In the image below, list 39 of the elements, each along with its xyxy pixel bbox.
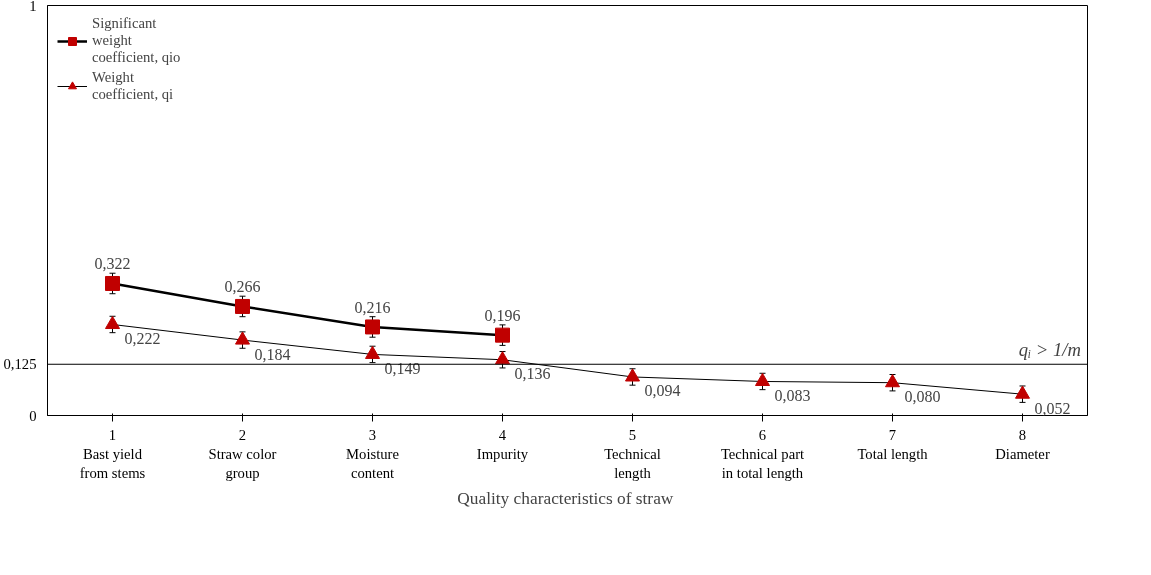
legend-label: Significant weight coefficient, qio <box>92 15 181 66</box>
point <box>755 372 770 387</box>
data-label: 0,222 <box>124 329 161 347</box>
x-axis-title: Quality characteristics of straw <box>457 488 674 508</box>
data-label: 0,266 <box>224 278 261 296</box>
x-tick-label: 7 Total length <box>857 426 929 462</box>
x-tick-label: 8 Diameter <box>995 426 1050 462</box>
point <box>625 368 640 382</box>
point <box>495 351 510 365</box>
data-label: 0,083 <box>774 386 811 404</box>
point <box>105 275 120 291</box>
data-label: 0,136 <box>514 365 551 383</box>
data-label: 0,216 <box>354 298 391 316</box>
point <box>235 298 250 314</box>
data-label: 0,094 <box>644 382 681 400</box>
data-label: 0,184 <box>254 345 291 363</box>
data-label: 0,196 <box>484 307 521 325</box>
data-label: 0,149 <box>384 359 421 377</box>
y-tick-label: 0 <box>29 407 37 424</box>
y-tick-label: 0,125 <box>3 356 37 373</box>
x-tick-label: 6 Technical part in total length <box>720 426 805 481</box>
x-tick-label: 1 Bast yield from stems <box>79 426 146 481</box>
x-tick-label: 5 Technical length <box>604 426 661 481</box>
data-label: 0,322 <box>94 255 131 273</box>
point <box>1015 385 1030 399</box>
ref-line-label: qᵢ > 1/m <box>1018 339 1082 361</box>
x-tick-label: 2 Straw color group <box>208 426 277 481</box>
point <box>235 331 250 345</box>
point <box>365 319 380 335</box>
point <box>105 315 120 330</box>
y-tick-label: 1 <box>29 0 37 14</box>
point <box>885 374 900 388</box>
x-tick-label: 4 Impurity <box>476 426 529 462</box>
data-label: 0,080 <box>904 388 941 406</box>
x-tick-label: 3 Moisture content <box>346 426 399 481</box>
point <box>365 345 380 359</box>
point <box>495 327 510 343</box>
legend-label: Weight coefficient, qi <box>92 69 174 103</box>
data-label: 0,052 <box>1034 399 1071 417</box>
